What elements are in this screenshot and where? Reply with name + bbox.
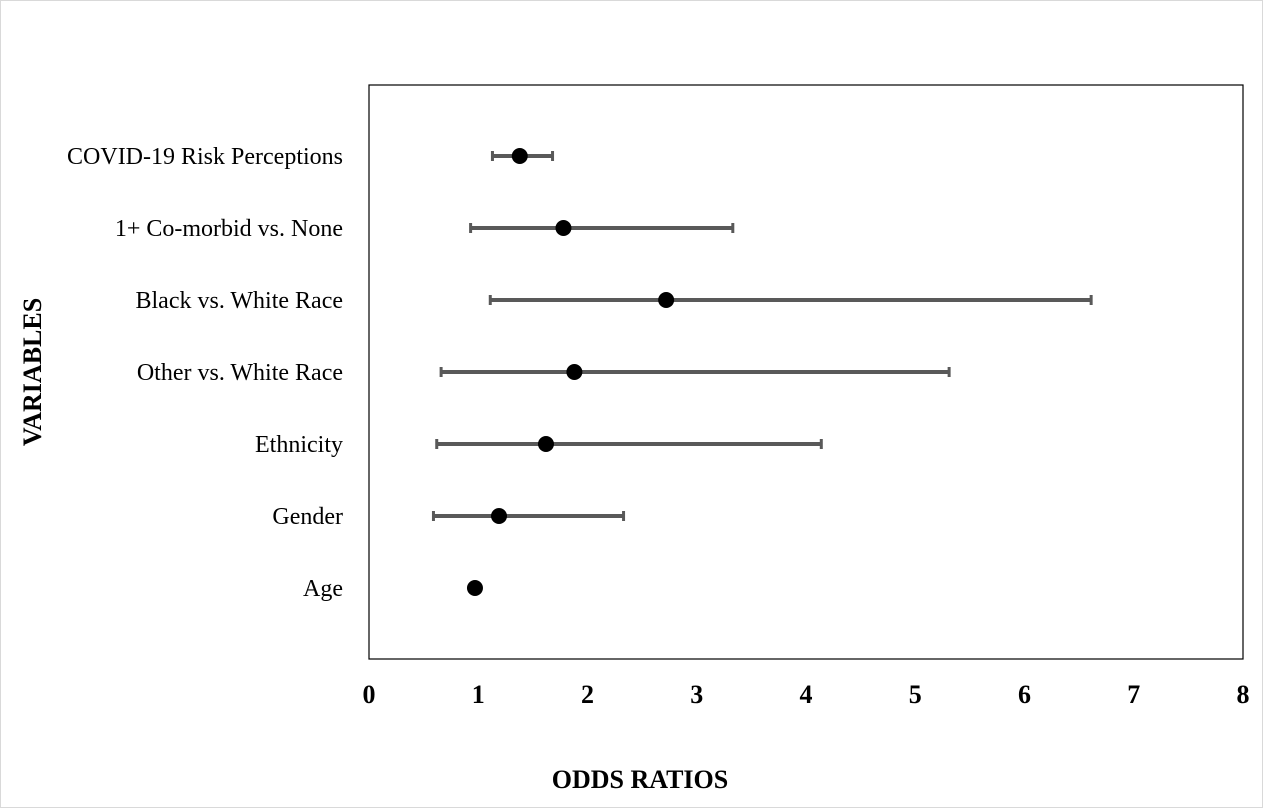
data-point <box>555 220 572 236</box>
data-point <box>491 508 508 524</box>
data-point <box>511 148 528 164</box>
plot-area-border <box>368 84 1244 660</box>
category-labels: COVID-19 Risk Perceptions 1+ Co-morbid vs… <box>67 144 343 602</box>
category-label: 1+ Co-morbid vs. None <box>115 216 343 242</box>
x-tick-label: 1 <box>472 680 485 709</box>
category-label: COVID-19 Risk Perceptions <box>67 144 343 170</box>
error-bars <box>431 151 1093 521</box>
x-tick-labels: 0 1 2 3 4 5 6 7 8 <box>363 680 1250 709</box>
x-tick-label: 2 <box>581 680 594 709</box>
data-point <box>466 580 483 596</box>
x-tick-label: 0 <box>363 680 376 709</box>
y-axis-title: VARIABLES <box>18 298 47 446</box>
x-tick-label: 4 <box>800 680 813 709</box>
data-point <box>658 292 675 308</box>
category-label: Ethnicity <box>255 432 343 458</box>
category-label: Other vs. White Race <box>137 360 343 386</box>
x-axis-title: ODDS RATIOS <box>552 765 729 794</box>
x-tick-label: 7 <box>1127 680 1140 709</box>
points <box>466 148 675 596</box>
category-label: Gender <box>272 504 343 530</box>
x-tick-label: 5 <box>909 680 922 709</box>
data-point <box>566 364 583 380</box>
x-tick-label: 8 <box>1237 680 1250 709</box>
category-label: Black vs. White Race <box>136 288 344 314</box>
data-point <box>537 436 554 452</box>
x-tick-label: 6 <box>1018 680 1031 709</box>
x-tick-label: 3 <box>690 680 703 709</box>
category-label: Age <box>303 576 343 602</box>
